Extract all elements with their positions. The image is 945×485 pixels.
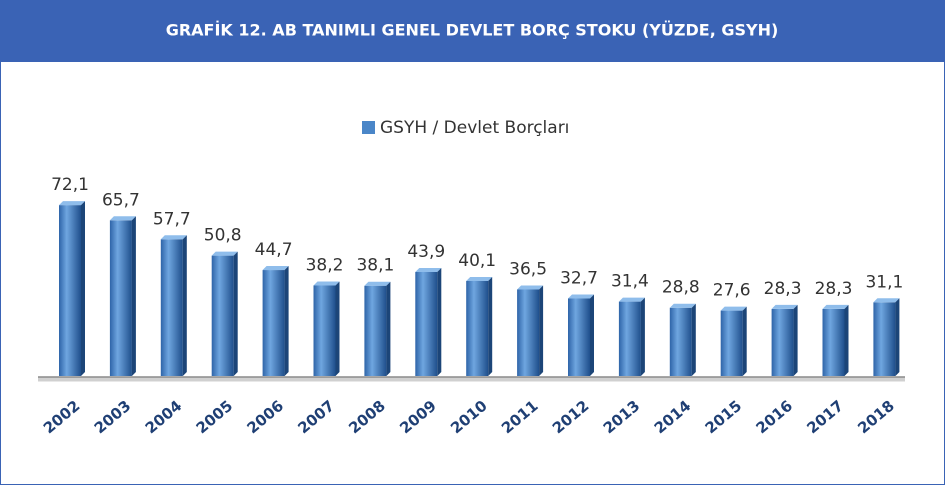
bar-top [466, 276, 493, 281]
bar-top [415, 267, 442, 272]
bar-top [568, 294, 594, 299]
bar-side [437, 267, 442, 376]
legend-swatch [362, 121, 375, 134]
bar [720, 310, 743, 376]
value-label: 32,7 [560, 269, 598, 289]
bar-top [517, 285, 544, 290]
value-label: 50,8 [204, 226, 242, 246]
bar-top [771, 304, 798, 309]
bar-top [873, 298, 900, 303]
bar [313, 285, 336, 376]
value-label: 28,3 [815, 279, 853, 299]
value-label: 43,9 [407, 242, 445, 262]
header [0, 0, 945, 62]
bar [669, 307, 692, 376]
bar [822, 308, 845, 376]
bar-side [793, 304, 798, 376]
bar [771, 308, 794, 376]
bar-side [539, 285, 544, 376]
value-label: 28,3 [764, 279, 802, 299]
bar-top [618, 297, 645, 302]
bar-side [335, 281, 340, 376]
bar-top [59, 201, 85, 206]
bar-side [691, 303, 696, 376]
bar-top [364, 281, 391, 286]
value-label: 28,8 [662, 278, 700, 298]
bar [466, 280, 489, 376]
bar [211, 255, 234, 376]
bar-side [640, 297, 645, 376]
bar-top [720, 306, 747, 311]
value-label: 38,2 [306, 255, 344, 275]
bar [618, 301, 641, 376]
value-label: 44,7 [255, 240, 293, 260]
bar-side [131, 216, 136, 376]
bar [568, 298, 590, 376]
bar-side [182, 235, 187, 376]
bar-side [844, 304, 849, 376]
bar-side [590, 294, 594, 376]
bar [262, 270, 285, 376]
bar-top [822, 304, 849, 309]
bar-side [81, 201, 85, 376]
value-label: 40,1 [458, 251, 496, 271]
bar [109, 220, 132, 376]
bar-top [669, 303, 696, 308]
value-label: 27,6 [713, 281, 751, 301]
bar-side [895, 298, 900, 376]
legend-label: GSYH / Devlet Borçları [380, 118, 569, 138]
chart-title: GRAFİK 12. AB TANIMLI GENEL DEVLET BORÇ … [166, 21, 779, 40]
bar-top [109, 216, 136, 221]
value-label: 72,1 [51, 175, 89, 195]
bar [415, 271, 438, 376]
bar [873, 302, 896, 376]
bar [364, 285, 387, 376]
bar-top [262, 266, 289, 271]
bar [517, 289, 540, 376]
bar [59, 205, 81, 376]
value-label: 65,7 [102, 190, 140, 210]
bar-side [488, 276, 493, 376]
bar-top [313, 281, 340, 286]
bar [160, 239, 183, 376]
bar-side [284, 266, 289, 376]
bar-top [160, 235, 187, 240]
value-label: 57,7 [153, 209, 191, 229]
value-label: 36,5 [509, 259, 547, 279]
bar-top [211, 251, 238, 256]
value-label: 31,4 [611, 272, 649, 292]
bar-side [233, 251, 238, 376]
value-label: 31,1 [865, 272, 903, 292]
bar-side [386, 281, 391, 376]
bar-side [742, 306, 747, 376]
value-label: 38,1 [356, 256, 394, 276]
